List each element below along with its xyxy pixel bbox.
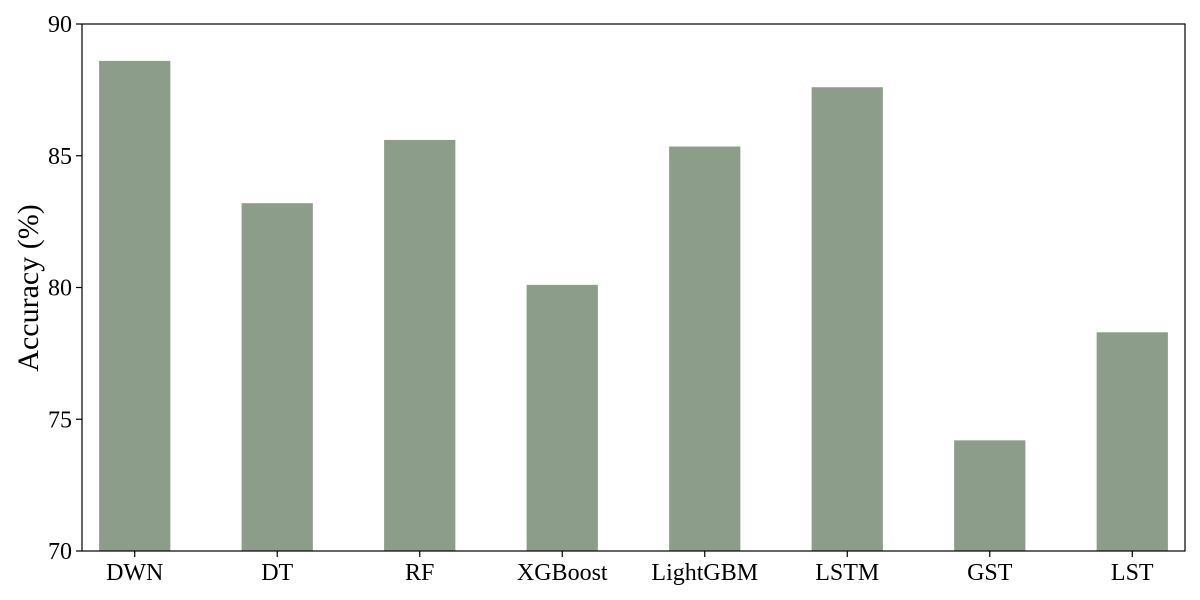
- x-tick-label: LST: [1111, 560, 1154, 586]
- x-axis: DWN DT RF XGBoost LightGBM LSTM GST LST: [106, 551, 1154, 586]
- x-tick-label: RF: [405, 560, 434, 586]
- bar-rf: [384, 139, 456, 551]
- y-axis: 70 75 80 85 90: [48, 12, 82, 565]
- x-tick-label: DT: [261, 560, 293, 586]
- x-tick-label: LightGBM: [651, 560, 758, 586]
- y-tick-label: 70: [48, 539, 72, 565]
- x-tick-label: XGBoost: [517, 560, 608, 586]
- bar-lstm: [811, 87, 883, 552]
- y-tick-label: 75: [48, 407, 72, 433]
- bar-xgboost: [526, 284, 598, 551]
- bar-lst: [1096, 332, 1168, 551]
- y-tick-label: 85: [48, 144, 72, 170]
- bar-lightgbm: [669, 146, 741, 551]
- x-tick-label: LSTM: [815, 560, 879, 586]
- bar-dt: [241, 203, 313, 551]
- x-tick-label: DWN: [106, 560, 163, 586]
- bar-gst: [954, 440, 1026, 551]
- y-tick-label: 80: [48, 276, 72, 302]
- y-axis-label: Accuracy (%): [12, 204, 45, 371]
- plot-frame: [81, 23, 1186, 552]
- bars-group: [99, 60, 1168, 552]
- bar-dwn: [99, 60, 171, 551]
- y-tick-label: 90: [48, 12, 72, 38]
- x-tick-label: GST: [967, 560, 1013, 586]
